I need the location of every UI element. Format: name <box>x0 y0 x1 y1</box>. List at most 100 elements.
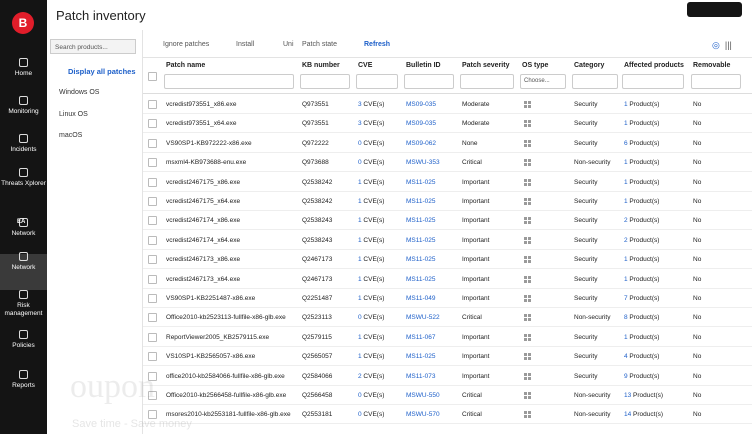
table-cell[interactable]: MS11-073 <box>406 372 436 380</box>
table-cell[interactable]: 6 Product(s) <box>624 139 660 147</box>
search-box[interactable]: Search products... <box>50 39 136 54</box>
table-cell[interactable]: 0 CVE(s) <box>358 411 385 419</box>
table-cell[interactable]: 1 Product(s) <box>624 198 660 205</box>
table-cell[interactable]: 1 Product(s) <box>624 333 660 341</box>
table-cell[interactable]: 0 CVE(s) <box>358 392 385 399</box>
table-cell[interactable]: 0 CVE(s) <box>358 159 385 167</box>
column-header[interactable]: Patch severity <box>462 62 510 69</box>
table-cell[interactable]: 9 Product(s) <box>624 372 660 380</box>
table-cell[interactable]: 7 Product(s) <box>624 295 660 302</box>
table-cell[interactable]: 3 CVE(s) <box>358 101 385 108</box>
nav-icon[interactable] <box>19 290 28 299</box>
logo[interactable]: B <box>12 12 34 34</box>
table-cell[interactable]: MS11-025 <box>406 217 436 225</box>
table-cell[interactable]: 1 CVE(s) <box>358 353 385 361</box>
column-filter[interactable] <box>622 74 684 89</box>
row-checkbox[interactable] <box>148 371 157 381</box>
table-cell[interactable]: MS11-067 <box>406 333 436 341</box>
table-cell[interactable]: MS09-035 <box>406 120 436 128</box>
header-checkbox[interactable] <box>148 72 157 81</box>
table-cell[interactable]: 2 Product(s) <box>624 217 660 225</box>
table-cell[interactable]: 2 CVE(s) <box>358 372 385 380</box>
nav-icon[interactable] <box>19 370 28 379</box>
table-cell[interactable]: 1 Product(s) <box>624 120 660 128</box>
tree-item[interactable]: Windows OS <box>59 89 100 96</box>
row-checkbox[interactable] <box>148 352 157 362</box>
table-cell[interactable]: MSWU-570 <box>406 411 440 419</box>
row-checkbox[interactable] <box>148 138 157 148</box>
nav-item[interactable]: Network <box>11 230 36 237</box>
table-cell[interactable]: MS09-062 <box>406 139 436 147</box>
tree-item[interactable]: macOS <box>59 132 83 139</box>
column-header[interactable]: Bulletin ID <box>406 62 441 69</box>
nav-icon[interactable] <box>19 96 28 105</box>
table-cell[interactable]: 1 Product(s) <box>624 256 660 264</box>
column-filter[interactable] <box>404 74 454 89</box>
nav-item[interactable]: Network <box>11 264 36 271</box>
column-filter[interactable] <box>300 74 350 89</box>
top-icons[interactable] <box>687 2 742 17</box>
nav-item[interactable]: Risk management <box>4 302 43 317</box>
nav-item[interactable]: Incidents <box>10 146 37 153</box>
nav-item[interactable]: Monitoring <box>8 108 39 115</box>
row-checkbox[interactable] <box>148 274 157 284</box>
table-cell[interactable]: MS11-025 <box>406 178 436 186</box>
table-cell[interactable]: 8 Product(s) <box>624 314 660 322</box>
view-icons[interactable]: ◎ ||| <box>712 40 732 50</box>
row-checkbox[interactable] <box>148 255 157 265</box>
table-cell[interactable]: 1 CVE(s) <box>358 198 385 205</box>
row-checkbox[interactable] <box>148 235 157 245</box>
table-cell[interactable]: MS11-025 <box>406 275 436 283</box>
table-cell[interactable]: 1 CVE(s) <box>358 178 385 186</box>
column-filter[interactable] <box>356 74 398 89</box>
tree-item[interactable]: Display all patches <box>68 67 136 76</box>
table-cell[interactable]: MS11-025 <box>406 198 436 205</box>
row-checkbox[interactable] <box>148 177 157 187</box>
row-checkbox[interactable] <box>148 197 157 206</box>
table-cell[interactable]: MS09-035 <box>406 101 436 108</box>
column-filter[interactable]: Choose... <box>520 74 566 89</box>
nav-icon[interactable] <box>19 134 28 143</box>
nav-item[interactable]: Reports <box>12 382 35 389</box>
table-cell[interactable]: 0 CVE(s) <box>358 314 385 322</box>
nav-icon[interactable] <box>19 58 28 67</box>
table-cell[interactable]: 4 Product(s) <box>624 353 660 361</box>
column-filter[interactable] <box>460 74 514 89</box>
row-checkbox[interactable] <box>148 119 157 129</box>
nav-icon[interactable] <box>19 168 28 177</box>
row-checkbox[interactable] <box>148 332 157 342</box>
column-header[interactable]: Category <box>574 62 605 69</box>
nav-icon[interactable] <box>19 330 28 339</box>
tree-item[interactable]: Linux OS <box>59 110 88 118</box>
table-cell[interactable]: 1 CVE(s) <box>358 275 385 283</box>
table-cell[interactable]: 1 CVE(s) <box>358 295 385 302</box>
row-checkbox[interactable] <box>148 410 157 420</box>
table-cell[interactable]: 13 Product(s) <box>624 392 664 399</box>
column-filter[interactable] <box>691 74 741 89</box>
table-cell[interactable]: 1 CVE(s) <box>358 333 385 341</box>
toolbar-button[interactable]: Patch state <box>302 41 338 48</box>
table-cell[interactable]: MSWU-522 <box>406 314 440 322</box>
table-cell[interactable]: 14 Product(s) <box>624 411 664 419</box>
row-checkbox[interactable] <box>148 100 157 109</box>
column-header[interactable]: Affected products <box>624 62 684 69</box>
row-checkbox[interactable] <box>148 391 157 400</box>
row-checkbox[interactable] <box>148 313 157 323</box>
table-cell[interactable]: 3 CVE(s) <box>358 120 385 128</box>
toolbar-button[interactable]: Uni <box>283 41 294 48</box>
table-cell[interactable]: MS11-025 <box>406 353 436 361</box>
toolbar-button[interactable]: Install <box>236 41 255 48</box>
table-cell[interactable]: MS11-025 <box>406 236 436 244</box>
nav-item[interactable]: Threats Xplorer <box>1 180 46 187</box>
table-cell[interactable]: MS11-025 <box>406 256 436 264</box>
table-cell[interactable]: MSWU-353 <box>406 159 440 167</box>
row-checkbox[interactable] <box>148 158 157 168</box>
table-cell[interactable]: 1 Product(s) <box>624 178 660 186</box>
table-cell[interactable]: 1 CVE(s) <box>358 256 385 264</box>
table-cell[interactable]: 2 Product(s) <box>624 236 660 244</box>
table-cell[interactable]: MS11-049 <box>406 295 436 302</box>
column-filter[interactable] <box>164 74 294 89</box>
table-cell[interactable]: 1 Product(s) <box>624 159 660 167</box>
nav-item[interactable]: Policies <box>12 342 35 349</box>
nav-item[interactable]: Home <box>14 70 33 77</box>
